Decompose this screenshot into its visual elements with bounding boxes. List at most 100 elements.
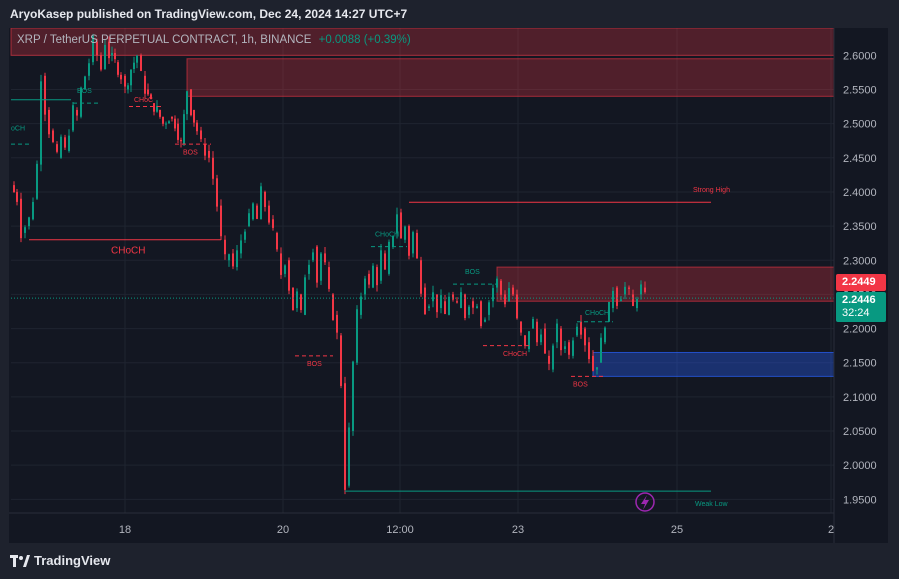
footer-brand-label: TradingView bbox=[34, 553, 111, 568]
candle-body bbox=[111, 52, 113, 56]
candle-body bbox=[308, 264, 310, 274]
lightning-icon[interactable] bbox=[635, 492, 655, 512]
candle-body bbox=[456, 301, 458, 303]
candle-body bbox=[260, 186, 262, 220]
structure-label: CHoC bbox=[134, 97, 153, 104]
candle-body bbox=[548, 355, 550, 364]
supply-zone bbox=[10, 28, 837, 56]
price-tick-label: 2.5500 bbox=[843, 84, 877, 96]
chart-pane[interactable]: BOS CHoC BOS oCH CHoCH Strong High BOS CHoCH BOS… bbox=[9, 28, 888, 543]
candle-body bbox=[32, 202, 34, 220]
time-tick-label: 25 bbox=[671, 524, 683, 536]
supply-zone bbox=[496, 266, 837, 302]
candle-body bbox=[412, 232, 414, 254]
price-chart[interactable]: BOS CHoC BOS oCH CHoCH Strong High BOS CHoCH BOS… bbox=[9, 28, 888, 543]
candle-body bbox=[364, 278, 366, 295]
current-price-tag: 2.2446 32:24 bbox=[836, 292, 886, 322]
candle-body bbox=[580, 321, 582, 335]
candle-body bbox=[536, 321, 538, 343]
candle-body bbox=[127, 85, 129, 90]
candle-body bbox=[136, 55, 138, 63]
candle-body bbox=[120, 74, 122, 80]
candle-body bbox=[552, 345, 554, 370]
price-tick-label: 2.4000 bbox=[843, 187, 877, 199]
candle-body bbox=[200, 130, 202, 140]
current-price-value: 2.2446 bbox=[842, 294, 876, 306]
candle-body bbox=[168, 121, 170, 124]
candle-body bbox=[180, 139, 182, 142]
structure-label: CHoCH bbox=[585, 310, 609, 317]
candle-body bbox=[92, 36, 94, 63]
candle-body bbox=[620, 299, 622, 302]
price-tick-label: 2.2000 bbox=[843, 324, 877, 336]
candle-body bbox=[324, 253, 326, 263]
candle-body bbox=[196, 122, 198, 132]
structure-label: Weak Low bbox=[695, 501, 728, 508]
candle-body bbox=[608, 301, 610, 322]
tradingview-logo-icon bbox=[10, 554, 30, 567]
candle-body bbox=[268, 205, 270, 223]
demand-zone bbox=[592, 351, 837, 377]
candle-body bbox=[296, 291, 298, 309]
time-tick-label: 18 bbox=[119, 524, 131, 536]
candle-body bbox=[186, 91, 188, 115]
candle-body bbox=[24, 227, 26, 233]
candle-body bbox=[344, 383, 346, 490]
candle-body bbox=[240, 240, 242, 254]
candle-body bbox=[108, 41, 110, 59]
price-tick-label: 2.6000 bbox=[843, 50, 877, 62]
candle-body bbox=[44, 75, 46, 115]
candle-body bbox=[576, 326, 578, 336]
candle-body bbox=[28, 217, 30, 227]
candle-body bbox=[320, 253, 322, 281]
candle-body bbox=[492, 288, 494, 302]
candle-body bbox=[484, 319, 486, 322]
candle-body bbox=[440, 295, 442, 309]
candle-body bbox=[228, 254, 230, 261]
candle-body bbox=[147, 89, 149, 95]
candle-body bbox=[48, 109, 50, 135]
candle-body bbox=[348, 427, 350, 486]
candle-body bbox=[156, 105, 158, 112]
candle-body bbox=[190, 89, 192, 116]
candle-body bbox=[604, 327, 606, 343]
candle-body bbox=[472, 301, 474, 308]
candle-body bbox=[288, 260, 290, 291]
candle-body bbox=[512, 287, 514, 295]
candle-body bbox=[476, 306, 478, 309]
time-tick-label: 2 bbox=[828, 524, 834, 536]
candle-body bbox=[193, 109, 195, 123]
candle-body bbox=[144, 75, 146, 94]
candle-body bbox=[52, 130, 54, 143]
candle-body bbox=[104, 44, 106, 69]
candle-body bbox=[162, 116, 164, 124]
bar-countdown: 32:24 bbox=[842, 307, 870, 319]
candle-body bbox=[556, 323, 558, 343]
candle-body bbox=[40, 81, 42, 165]
candle-body bbox=[588, 342, 590, 360]
candle-body bbox=[428, 306, 430, 309]
symbol-legend[interactable]: XRP / TetherUS PERPETUAL CONTRACT, 1h, B… bbox=[17, 34, 411, 46]
candle-body bbox=[444, 301, 446, 315]
price-change: +0.0088 (+0.39%) bbox=[318, 34, 411, 46]
candle-body bbox=[584, 328, 586, 346]
price-tick-label: 2.3000 bbox=[843, 255, 877, 267]
candle-body bbox=[644, 287, 646, 293]
candle-body bbox=[220, 205, 222, 237]
published-caption: AryoKasep published on TradingView.com, … bbox=[10, 7, 408, 21]
candle-body bbox=[140, 55, 142, 71]
footer-brand[interactable]: TradingView bbox=[10, 553, 110, 568]
structure-label: CHoCH bbox=[503, 351, 527, 358]
candle-body bbox=[165, 123, 167, 125]
candle-body bbox=[408, 226, 410, 256]
candle-body bbox=[13, 185, 15, 193]
candle-body bbox=[332, 294, 334, 320]
candle-body bbox=[256, 205, 258, 219]
candle-body bbox=[64, 137, 66, 148]
candle-body bbox=[80, 87, 82, 117]
candle-body bbox=[640, 284, 642, 295]
candle-body bbox=[20, 198, 22, 239]
candle-body bbox=[400, 212, 402, 239]
candle-body bbox=[624, 286, 626, 295]
candle-body bbox=[60, 136, 62, 158]
